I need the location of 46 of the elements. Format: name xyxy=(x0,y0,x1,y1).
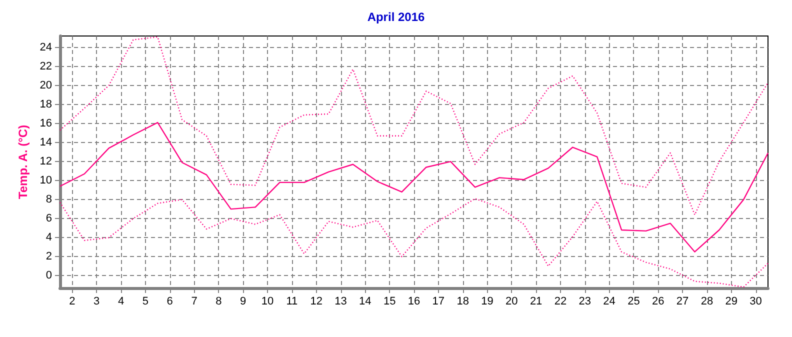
x-tick-label: 11 xyxy=(286,296,298,308)
y-tick-label: 14 xyxy=(40,136,52,149)
x-tick-label: 9 xyxy=(240,296,246,308)
x-tick-label: 2 xyxy=(69,296,76,308)
x-tick-label: 17 xyxy=(432,296,445,308)
x-tick-label: 16 xyxy=(408,296,420,308)
x-tick-label: 4 xyxy=(118,296,124,308)
x-tick-label: 14 xyxy=(359,296,372,308)
line-series xyxy=(59,36,769,216)
x-tick-label: 27 xyxy=(676,296,689,308)
x-tick-label: 23 xyxy=(578,296,592,308)
x-tick-label: 5 xyxy=(142,296,149,308)
x-tick-label: 19 xyxy=(481,296,494,308)
x-tick-label: 13 xyxy=(334,296,347,308)
x-tick-label: 12 xyxy=(310,296,322,308)
y-tick-label: 2 xyxy=(46,250,52,263)
x-tick-label: 20 xyxy=(506,296,518,308)
x-tick-label: 24 xyxy=(603,296,616,308)
x-tick-label: 28 xyxy=(700,296,714,308)
y-tick-label: 24 xyxy=(40,41,52,54)
y-tick-label: 8 xyxy=(46,194,52,206)
x-tick-label: 21 xyxy=(530,296,542,308)
x-tick-label: 30 xyxy=(750,296,762,308)
x-tick-label: 22 xyxy=(554,296,567,308)
y-axis-title: Temp. A. (°C) xyxy=(16,124,30,200)
y-tick-label: 6 xyxy=(46,212,52,225)
chart-title: April 2016 xyxy=(367,10,425,24)
y-tick-label: 0 xyxy=(46,270,52,282)
x-tick-label: 7 xyxy=(191,296,198,308)
y-tick-label: 4 xyxy=(46,232,52,244)
x-tick-label: 29 xyxy=(725,296,738,308)
y-tick-label: 22 xyxy=(40,60,52,72)
y-tick-label: 12 xyxy=(40,156,52,168)
x-tick-label: 26 xyxy=(652,296,664,308)
x-tick-label: 18 xyxy=(456,296,469,308)
x-tick-label: 3 xyxy=(94,296,100,308)
x-tick-label: 25 xyxy=(628,296,640,308)
x-tick-label: 10 xyxy=(261,296,274,308)
y-tick-label: 16 xyxy=(40,117,52,130)
x-tick-label: 8 xyxy=(216,296,222,308)
y-tick-label: 20 xyxy=(40,79,52,92)
x-tick-label: 15 xyxy=(383,296,396,308)
y-tick-label: 10 xyxy=(40,174,52,187)
y-tick-label: 18 xyxy=(40,98,52,110)
line-series xyxy=(59,122,769,252)
x-tick-label: 6 xyxy=(166,296,173,308)
